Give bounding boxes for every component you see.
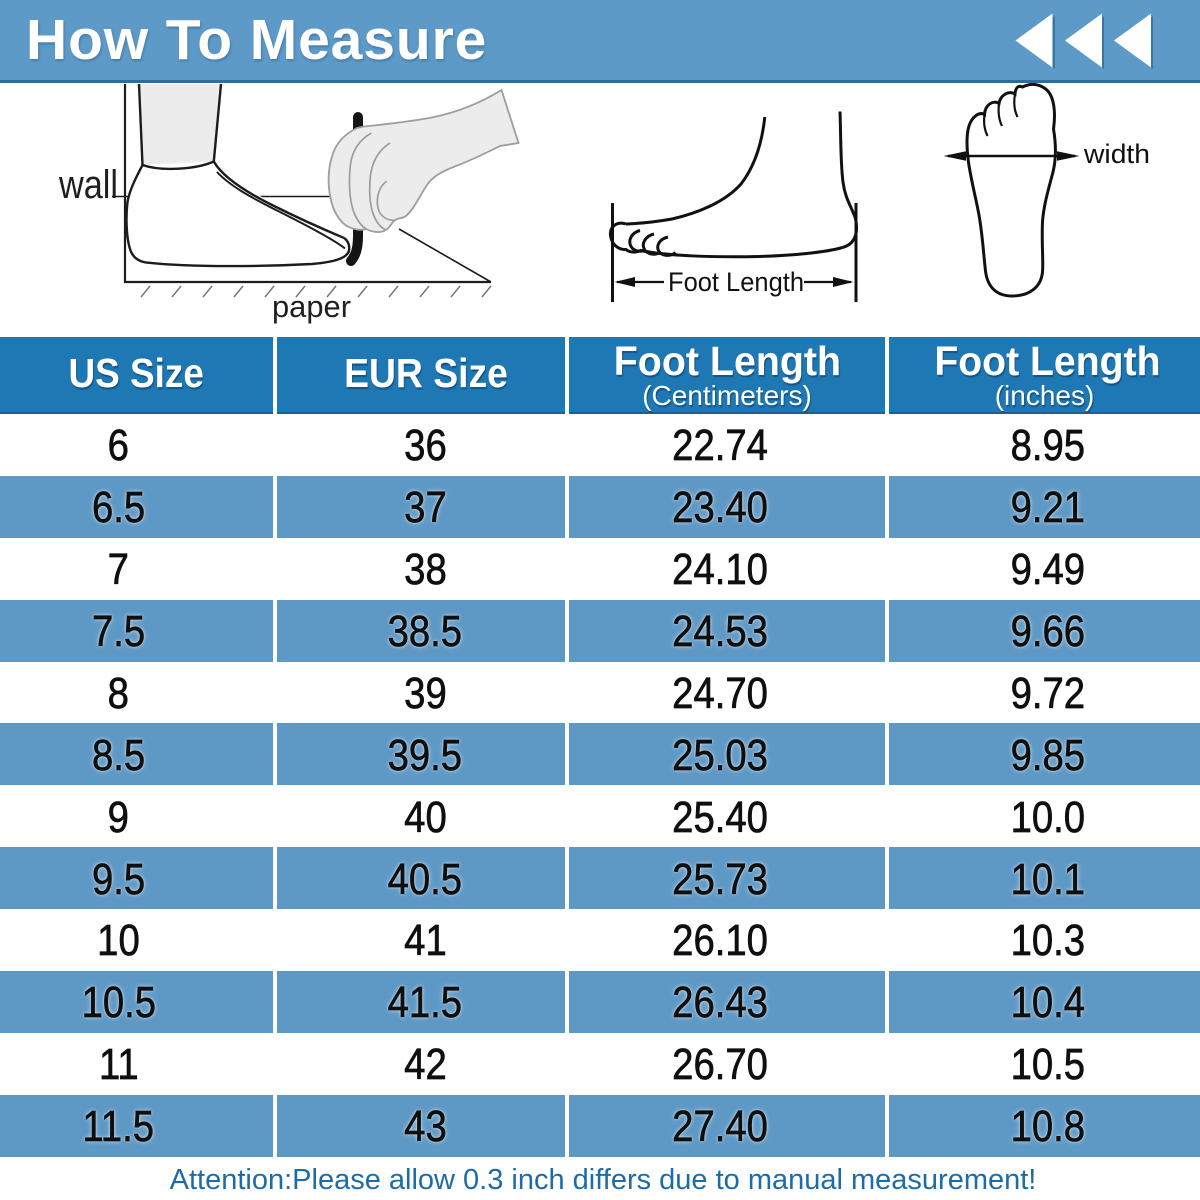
svg-text:width: width: [1083, 139, 1150, 169]
svg-text:wall: wall: [58, 163, 118, 207]
svg-text:paper: paper: [272, 289, 351, 324]
svg-text:Foot Length: Foot Length: [668, 267, 804, 297]
